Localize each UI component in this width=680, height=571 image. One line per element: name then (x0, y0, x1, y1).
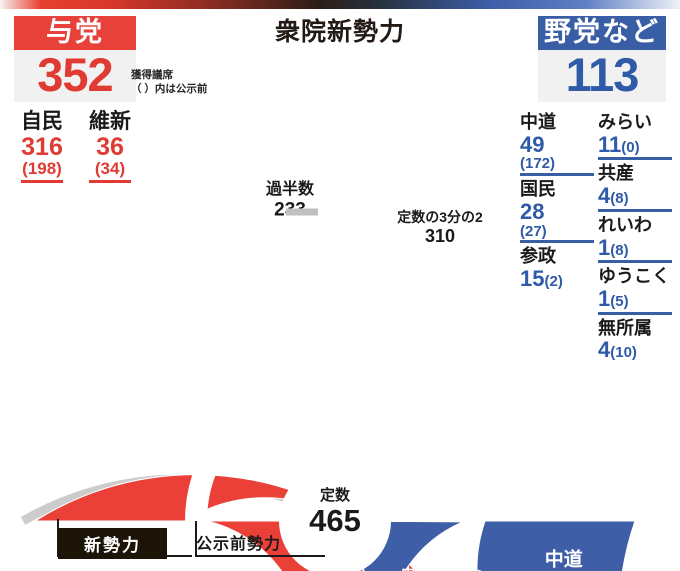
opposition-party-item: みらい 11(0) (598, 112, 672, 161)
party-seats-inline: 11(0) (598, 131, 672, 157)
teisu-label: 定数 (319, 487, 350, 504)
opposition-bloc-total-wrap: 113 (538, 48, 666, 103)
ruling-party-item: 自民 316 (198) (21, 110, 63, 184)
party-rule (89, 180, 131, 184)
ruling-bloc-total: 352 (37, 48, 113, 102)
party-prev-seats: (0) (621, 138, 640, 156)
party-seats: 4 (598, 337, 611, 363)
chart-slice-中道 (476, 520, 636, 571)
opposition-party-item: 国民 28 (27) (520, 179, 594, 244)
opposition-party-lists: 中道 49 (172) 国民 28 (27) 参政 15(2) みらい 11(0… (520, 112, 672, 366)
party-name: ゆうこく (598, 266, 670, 287)
annotation-majority-line-0: 過半数 (265, 179, 315, 198)
opposition-party-item: 参政 15(2) (520, 246, 594, 291)
opposition-bloc-panel: 野党など 113 (538, 16, 666, 103)
slice-label-inner-chudo: 中道 (401, 566, 429, 571)
party-name: 自民 (21, 110, 63, 133)
party-seats: 49 (520, 131, 545, 157)
caption-line-2: （ ）内は公示前 (131, 83, 208, 96)
party-prev-seats: (172) (520, 155, 556, 173)
ruling-bloc-panel: 与党 352 (14, 16, 136, 103)
seat-distribution-chart: 自民維新参政国民中道自民維新国民中道過半数233定数の3分の2310 (0, 150, 680, 571)
party-name: 維新 (89, 110, 131, 133)
chart-svg: 自民維新参政国民中道自民維新国民中道過半数233定数の3分の2310 (20, 179, 636, 571)
party-seats-inline: 4(8) (598, 184, 672, 208)
ruling-bloc-header: 与党 (14, 16, 136, 51)
ruling-bloc-total-wrap: 352 (14, 48, 136, 103)
party-seats: 15 (520, 266, 545, 292)
party-name: れいわ (598, 214, 652, 235)
party-prev-seats: (34) (94, 159, 126, 179)
opposition-party-item: れいわ 1(8) (598, 214, 672, 264)
seat-caption: 獲得議席 （ ）内は公示前 (131, 68, 207, 96)
party-seats: 28 (520, 198, 545, 224)
party-rule (21, 180, 63, 184)
legend-prev-tick-v (195, 521, 197, 557)
party-seats: 316 (21, 133, 63, 162)
party-seats: 1 (598, 234, 611, 260)
annotation-two-thirds-line-0: 定数の3分の2 (397, 209, 483, 225)
party-prev-seats: (27) (520, 222, 547, 240)
opposition-bloc-header: 野党など (538, 16, 666, 51)
ruling-party-list: 自民 316 (198) 維新 36 (34) (8, 110, 144, 184)
opposition-party-item: 中道 49 (172) (520, 112, 594, 177)
chart-center-hub (279, 465, 391, 571)
party-name: 無所属 (598, 317, 652, 338)
slice-label-outer-chudo: 中道 (545, 547, 583, 570)
party-seats-inline: 1(8) (598, 234, 672, 260)
party-prev-seats: (8) (610, 190, 629, 208)
opposition-bloc-total: 113 (565, 48, 640, 102)
party-prev-seats: (198) (22, 159, 62, 179)
chart-center-label: 定数 465 (285, 487, 385, 538)
party-prev-seats: (2) (544, 273, 563, 291)
party-prev-seats: (5) (610, 293, 629, 310)
party-name: 参政 (520, 246, 556, 267)
party-seats-inline: 15(2) (520, 267, 594, 291)
party-prev-seats: (10) (610, 344, 637, 362)
legend-previous-strength: 公示前勢力 (196, 536, 282, 553)
party-name: 共産 (598, 163, 634, 184)
ring-separator (185, 371, 485, 522)
legend-prev-tick-h (195, 555, 325, 557)
chart-overlays: 自民維新参政国民中道自民維新国民中道過半数233定数の3分の2310 (265, 179, 583, 571)
party-name: みらい (598, 112, 652, 132)
opposition-party-column-right: みらい 11(0) 共産 4(8) れいわ 1(8) ゆうこく 1(5) 無所属… (598, 112, 672, 366)
top-gradient-bar (0, 0, 680, 9)
legend-new-strength: 新勢力 (58, 528, 167, 559)
party-prev-seats: (8) (610, 241, 629, 259)
party-name: 中道 (520, 112, 556, 132)
party-seats: 36 (96, 133, 124, 162)
party-seats: 11 (598, 131, 622, 157)
caption-line-1: 獲得議席 (131, 69, 173, 81)
chart-rings (20, 371, 636, 571)
annotation-two-thirds-line-1: 310 (425, 226, 455, 246)
party-seats: 4 (598, 183, 611, 209)
party-seats: 1 (598, 286, 611, 311)
ruling-party-item: 維新 36 (34) (89, 110, 131, 184)
teisu-value: 465 (309, 502, 361, 538)
opposition-party-item: 無所属 4(10) (598, 318, 672, 363)
party-seats-inline: 4(10) (598, 338, 672, 362)
opposition-party-item: 共産 4(8) (598, 163, 672, 212)
party-seats-inline: 1(5) (598, 287, 672, 311)
party-name: 国民 (520, 179, 556, 200)
opposition-party-column-left: 中道 49 (172) 国民 28 (27) 参政 15(2) (520, 112, 594, 366)
opposition-party-item: ゆうこく 1(5) (598, 266, 672, 315)
page-title: 衆院新勢力 (274, 18, 405, 46)
